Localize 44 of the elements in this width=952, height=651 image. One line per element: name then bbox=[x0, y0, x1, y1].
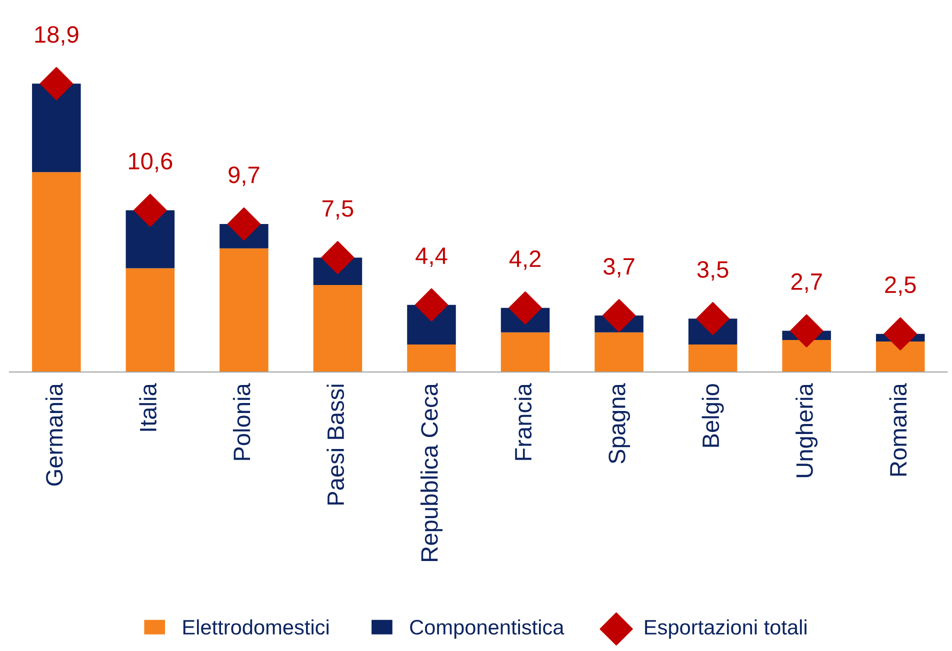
data-label: 4,2 bbox=[509, 250, 540, 270]
data-label: 10,6 bbox=[129, 152, 172, 172]
point bbox=[696, 302, 730, 336]
bar bbox=[688, 344, 738, 372]
point bbox=[321, 241, 354, 274]
x-tick-label: Germania bbox=[45, 383, 63, 486]
data-label: 2,5 bbox=[885, 276, 916, 296]
data-label: 18,9 bbox=[35, 26, 78, 46]
x-tick-label: Francia bbox=[514, 383, 532, 460]
bar bbox=[876, 341, 925, 372]
x-tick-label: Romania bbox=[889, 383, 907, 476]
bar bbox=[594, 332, 644, 372]
x-tick-label: Spagna bbox=[608, 383, 630, 464]
x-tick-label: Italia bbox=[139, 383, 157, 431]
point bbox=[790, 314, 824, 348]
data-label: 7,5 bbox=[322, 200, 354, 220]
point bbox=[134, 194, 167, 227]
x-tick-label: Paesi Bassi bbox=[326, 384, 344, 505]
point bbox=[414, 288, 448, 322]
bar bbox=[313, 285, 362, 372]
bar bbox=[782, 340, 831, 372]
point bbox=[602, 299, 636, 332]
data-label: 3,7 bbox=[604, 258, 634, 278]
x-tick-label: Ungheria bbox=[796, 383, 818, 478]
bar bbox=[220, 248, 268, 372]
bar bbox=[32, 172, 81, 372]
legend-label: Componentistica bbox=[410, 619, 564, 639]
bar bbox=[126, 268, 175, 372]
point bbox=[884, 317, 917, 350]
point bbox=[227, 207, 260, 241]
data-label: 9,7 bbox=[228, 166, 260, 186]
x-tick-label: Polonia bbox=[232, 383, 250, 460]
x-tick-label: Belgio bbox=[702, 384, 724, 447]
legend-label: Elettrodomestici bbox=[183, 619, 328, 635]
data-label: 4,4 bbox=[416, 248, 448, 267]
bar bbox=[500, 332, 550, 372]
bar bbox=[407, 344, 456, 372]
x-tick-label: Repubblica Ceca bbox=[420, 383, 442, 561]
legend-label: Esportazioni totali bbox=[645, 619, 806, 639]
data-label: 2,7 bbox=[791, 273, 822, 293]
point bbox=[508, 291, 542, 324]
data-label: 3,5 bbox=[697, 261, 728, 281]
point bbox=[40, 67, 73, 100]
bar bbox=[32, 84, 81, 172]
